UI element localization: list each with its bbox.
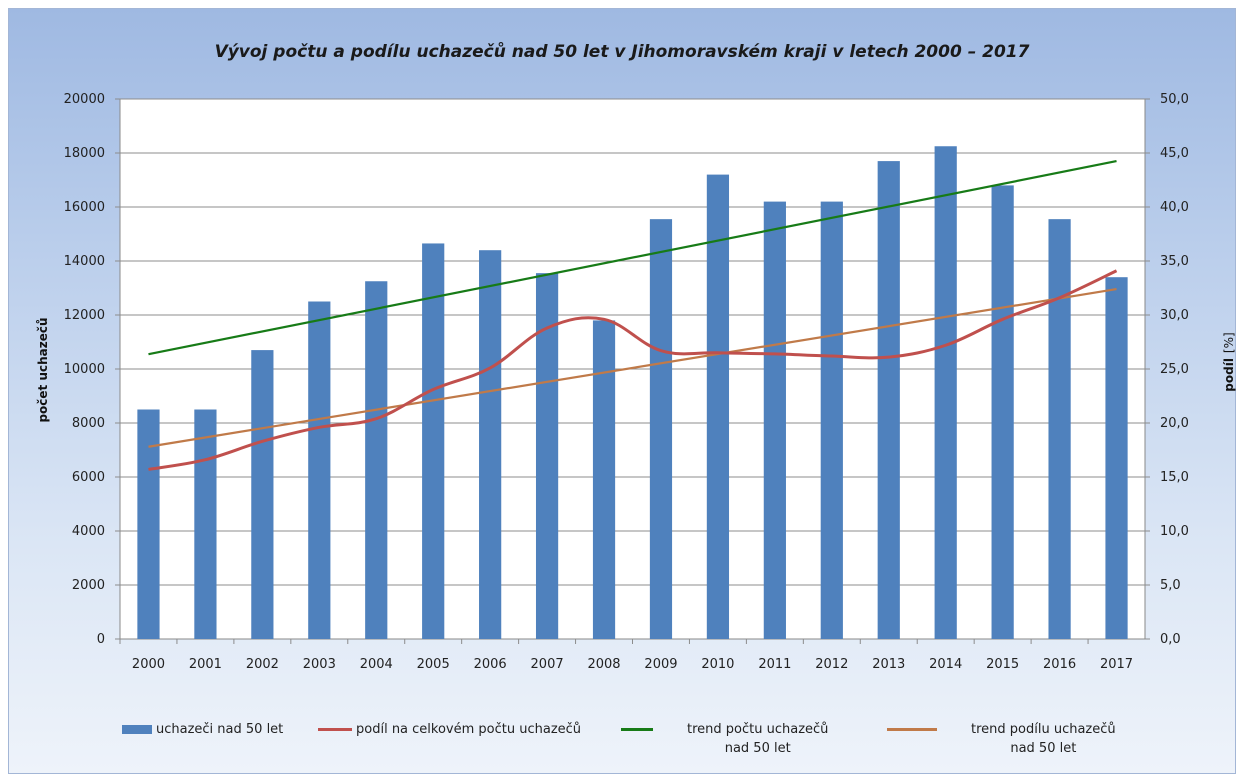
share-line xyxy=(148,269,1118,471)
y-left-tick-label: 20000 xyxy=(64,92,105,107)
trend-count-line xyxy=(148,160,1117,356)
x-tick-label: 2007 xyxy=(531,657,564,672)
trend-share-line xyxy=(148,287,1117,448)
x-tick-label: 2013 xyxy=(872,657,905,672)
bar-2007 xyxy=(535,273,559,639)
x-tick-label: 2000 xyxy=(132,657,165,672)
x-tick-label: 2016 xyxy=(1043,657,1076,672)
y-right-tick-label: 10,0 xyxy=(1160,524,1189,539)
bar-2013 xyxy=(877,161,900,639)
x-tick-label: 2011 xyxy=(758,657,791,672)
bar-2012 xyxy=(820,201,843,639)
y-left-tick-label: 16000 xyxy=(64,200,105,215)
y-right-tick-label: 35,0 xyxy=(1160,254,1189,269)
y-left-tick-labels: 0 2000 4000 6000 8000 10000 12000 14000 16000 180… xyxy=(64,92,120,647)
y-left-tick-label: 12000 xyxy=(64,308,105,323)
bar-2004 xyxy=(365,281,388,639)
x-tick-label: 2005 xyxy=(417,657,450,672)
bar-2008 xyxy=(592,320,616,639)
x-tick-label: 2014 xyxy=(929,657,962,672)
bar-series xyxy=(137,146,1128,639)
y-right-tick-label: 45,0 xyxy=(1160,146,1189,161)
x-tick-label: 2001 xyxy=(189,657,222,672)
bar-2001 xyxy=(194,409,217,639)
y-left-tick-label: 0 xyxy=(97,632,105,647)
y-left-tick-label: 2000 xyxy=(72,578,105,593)
y-left-tick-label: 4000 xyxy=(72,524,105,539)
x-tick-label: 2012 xyxy=(815,657,848,672)
bar-2011 xyxy=(763,201,786,639)
y-right-axis-title-unit: [%] xyxy=(1222,332,1236,353)
y-right-tick-label: 20,0 xyxy=(1160,416,1189,431)
y-right-axis-title-bold: podíl xyxy=(1222,358,1236,392)
x-tick-label: 2002 xyxy=(246,657,279,672)
x-tick-label: 2006 xyxy=(474,657,507,672)
x-tick-label: 2009 xyxy=(644,657,677,672)
bar-2000 xyxy=(137,409,160,639)
chart-title: Vývoj počtu a podílu uchazečů nad 50 let… xyxy=(214,42,1030,62)
bar-2016 xyxy=(1048,219,1071,639)
x-tick-label: 2017 xyxy=(1100,657,1133,672)
y-right-tick-label: 30,0 xyxy=(1160,308,1189,323)
bar-2006 xyxy=(479,250,502,639)
y-right-axis-title: podíl [%] xyxy=(1222,332,1236,391)
y-left-tick-label: 6000 xyxy=(72,470,105,485)
bar-2014 xyxy=(934,146,957,639)
bar-2015 xyxy=(991,185,1014,639)
x-tick-label: 2003 xyxy=(303,657,336,672)
y-left-tick-label: 14000 xyxy=(64,254,105,269)
bar-2010 xyxy=(706,174,730,639)
x-tick-labels: 2000 2001 2002 2003 2004 2005 2006 2007 2008 2009… xyxy=(119,639,1133,672)
y-right-tick-label: 15,0 xyxy=(1160,470,1189,485)
y-right-tick-label: 50,0 xyxy=(1160,92,1189,107)
x-tick-label: 2010 xyxy=(701,657,734,672)
y-left-axis-title: počet uchazečů xyxy=(36,317,50,422)
bar-2003 xyxy=(308,301,331,639)
y-right-tick-label: 25,0 xyxy=(1160,362,1189,377)
bar-2009 xyxy=(649,219,673,639)
y-right-tick-label: 5,0 xyxy=(1160,578,1181,593)
x-tick-label: 2015 xyxy=(986,657,1019,672)
y-left-tick-label: 8000 xyxy=(72,416,105,431)
y-right-tick-label: 0,0 xyxy=(1160,632,1181,647)
bar-2002 xyxy=(251,350,274,639)
x-tick-label: 2008 xyxy=(587,657,620,672)
y-left-tick-label: 10000 xyxy=(64,362,105,377)
y-right-tick-label: 40,0 xyxy=(1160,200,1189,215)
bar-2005 xyxy=(422,243,445,639)
line-series xyxy=(148,160,1118,471)
x-tick-label: 2004 xyxy=(360,657,393,672)
y-right-tick-labels: 0,0 5,0 10,0 15,0 20,0 25,0 30,0 35,0 40,0 45,0 50… xyxy=(1145,92,1189,647)
y-left-tick-label: 18000 xyxy=(64,146,105,161)
bar-2017 xyxy=(1105,277,1128,639)
